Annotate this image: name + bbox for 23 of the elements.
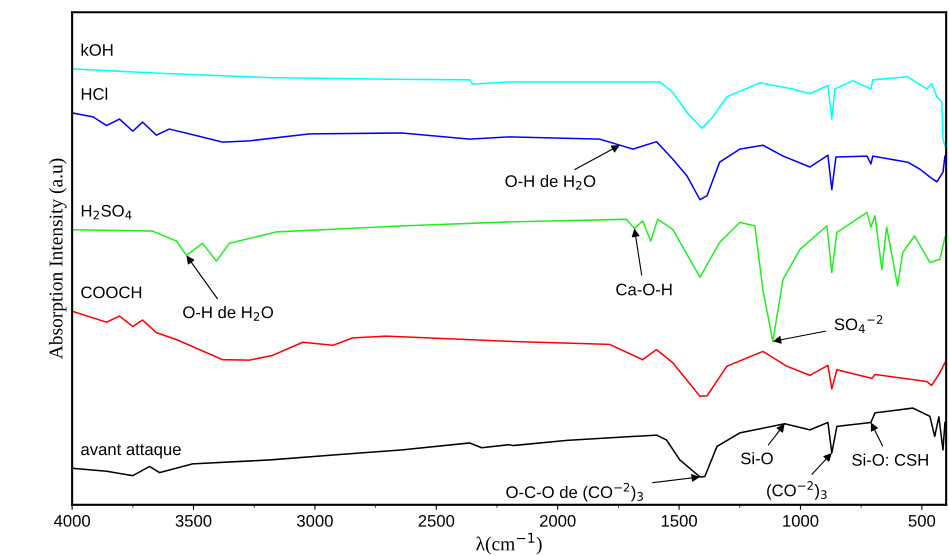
annotation: Ca-O-H xyxy=(616,284,672,296)
annotation: Si-O xyxy=(741,452,773,464)
annotation: O-C-O de (CO$^{−2}$)$_{3}$ xyxy=(506,482,643,502)
x-tick-label: 4000 xyxy=(54,515,90,527)
series-label: avant attaque xyxy=(81,444,181,459)
annotation: O-H de H$_{2}$O xyxy=(505,174,596,190)
x-tick-label: 1000 xyxy=(783,515,818,527)
x-tick-label: 2500 xyxy=(418,515,454,527)
annotation: SO$_{4}$$^{−2}$ xyxy=(834,315,882,333)
annotation: O-H de H$_{2}$O xyxy=(183,306,273,321)
x-axis-title: λ(cm$^{−1}$) xyxy=(476,532,542,554)
x-tick-label: 3500 xyxy=(176,515,212,527)
series-label: HCl xyxy=(82,88,108,100)
annotation: Si-O: CSH xyxy=(852,454,928,466)
series-label: H$_{2}$SO$_{4}$ xyxy=(82,204,132,220)
x-tick-label: 500 xyxy=(908,515,936,527)
series-label: kOH xyxy=(82,44,112,56)
x-tick-label: 1500 xyxy=(662,515,697,527)
x-tick-label: 3000 xyxy=(297,515,333,527)
y-axis-title: Absorption Intensity (a.u) xyxy=(48,158,67,360)
annotation: (CO$^{−2}$)$_{3}$ xyxy=(767,481,827,500)
x-tick-label: 2000 xyxy=(540,515,576,527)
series-label: COOCH xyxy=(81,286,142,298)
